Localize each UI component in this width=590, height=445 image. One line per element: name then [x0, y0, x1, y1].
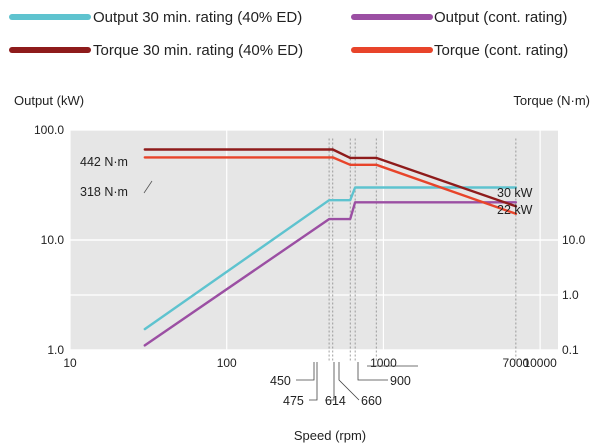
- series-line-2: [143, 201, 518, 347]
- speed-marker-900-leader: [357, 362, 388, 381]
- speed-marker-900: 900: [390, 374, 411, 388]
- series-line-1: [143, 186, 518, 331]
- x-tick-label: 100: [217, 356, 237, 370]
- legend-label-output-30min: Output 30 min. rating (40% ED): [93, 9, 302, 26]
- series-line-3: [143, 148, 518, 208]
- x-tick-label: 10: [63, 356, 77, 370]
- grid: [69, 129, 558, 351]
- torque-label-442: 442 N·m: [80, 155, 128, 169]
- speed-marker-614: 614: [325, 394, 346, 408]
- speed-marker-475-leader: [309, 362, 318, 401]
- torque-label-318-leader: [143, 180, 153, 194]
- legend-label-output-cont: Output (cont. rating): [434, 9, 567, 26]
- legend-label-torque-30min: Torque 30 min. rating (40% ED): [93, 42, 303, 59]
- y-right-tick-label: 0.1: [562, 343, 579, 357]
- legend-label-torque-cont: Torque (cont. rating): [434, 42, 568, 59]
- series-line-4: [143, 156, 518, 216]
- speed-marker-450-leader: [296, 362, 315, 381]
- speed-marker-660: 660: [361, 394, 382, 408]
- y-left-tick-label: 100.0: [34, 123, 64, 137]
- y-axis-right-label: Torque (N·m): [513, 93, 590, 108]
- speed-marker-450: 450: [270, 374, 291, 388]
- x-axis-label: Speed (rpm): [294, 428, 366, 443]
- x-tick-label: 10000: [523, 356, 557, 370]
- speed-guide-lines: [328, 138, 517, 362]
- legend: Output 30 min. rating (40% ED) Output (c…: [9, 9, 568, 59]
- torque-annotations: 442 N·m 318 N·m: [80, 155, 153, 199]
- speed-marker-labels: 450 475 614 660 900: [270, 362, 418, 408]
- y-left-tick-label: 10.0: [41, 233, 65, 247]
- y-right-tick-label: 10.0: [562, 233, 586, 247]
- x-tick-label: 7000: [503, 356, 530, 370]
- y-left-tick-label: 1.0: [47, 343, 64, 357]
- speed-marker-660-leader: [338, 362, 360, 401]
- output-annotations: 30 kW 22 kW: [497, 186, 533, 217]
- output-label-22kw: 22 kW: [497, 203, 533, 217]
- y-right-tick-label: 1.0: [562, 288, 579, 302]
- output-label-30kw: 30 kW: [497, 186, 533, 200]
- series-lines: [143, 148, 518, 347]
- x-tick-label: 1000: [370, 356, 397, 370]
- speed-marker-614-leader: [325, 362, 335, 401]
- y-axis-left-label: Output (kW): [14, 93, 84, 108]
- speed-marker-475: 475: [283, 394, 304, 408]
- torque-label-318: 318 N·m: [80, 185, 128, 199]
